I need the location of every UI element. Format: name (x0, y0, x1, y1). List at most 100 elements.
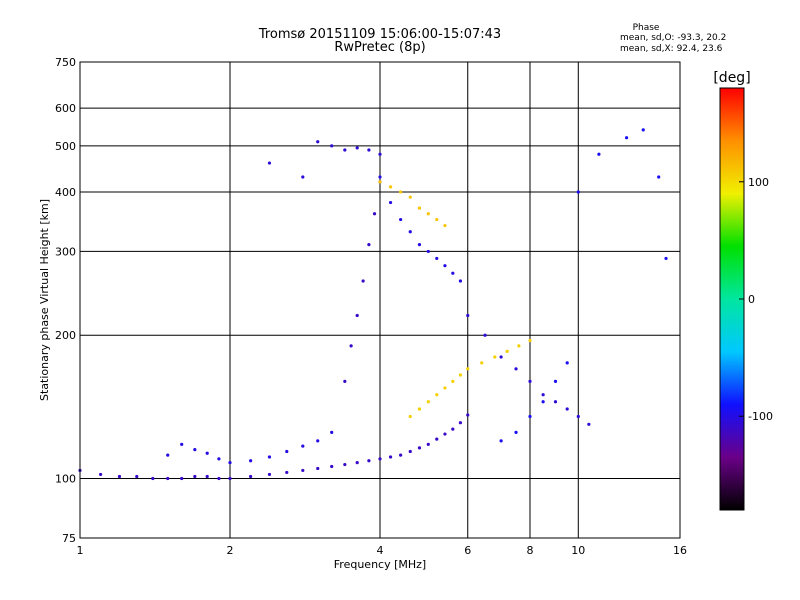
data-point (528, 338, 532, 343)
data-point (417, 206, 422, 210)
data-point (443, 432, 447, 436)
data-point (624, 136, 629, 140)
data-point (301, 444, 305, 448)
data-point (499, 439, 503, 443)
data-point (576, 190, 580, 194)
data-point (541, 393, 545, 397)
stats-heading: Phase (632, 23, 660, 33)
data-point (355, 313, 359, 318)
data-point (378, 457, 382, 461)
data-point (505, 349, 509, 353)
y-tick-label: 100 (55, 473, 76, 486)
data-point (458, 373, 463, 377)
data-point (316, 466, 320, 471)
data-point (458, 279, 463, 283)
data-point (249, 474, 253, 479)
y-tick-label: 75 (62, 532, 76, 545)
x-axis-ticks: 1 2 4 6 8 10 16 (77, 544, 688, 557)
data-point (267, 455, 272, 459)
data-point (426, 249, 430, 254)
data-point (480, 361, 484, 365)
chart-subtitle: RwPretec (8p) (334, 40, 426, 55)
data-point (285, 449, 289, 454)
data-point (664, 256, 668, 261)
data-point (330, 430, 334, 434)
data-point (367, 459, 371, 463)
data-point (443, 223, 447, 228)
y-tick-label: 400 (55, 186, 76, 199)
data-point (466, 367, 470, 371)
data-point (417, 243, 422, 247)
colorbar-label: [deg] (713, 70, 750, 86)
y-tick-label: 750 (55, 56, 76, 69)
colorbar-tick-label: 0 (748, 293, 755, 306)
data-point (361, 279, 365, 283)
data-point (378, 175, 382, 179)
data-point (565, 361, 569, 365)
data-point (388, 200, 393, 205)
data-point (267, 472, 272, 477)
data-point (355, 146, 359, 150)
data-point (367, 148, 371, 152)
data-point (426, 442, 430, 446)
data-point (408, 230, 412, 234)
data-point (565, 407, 569, 411)
x-tick-label: 8 (527, 544, 534, 557)
data-point (217, 476, 221, 481)
data-point (399, 190, 403, 194)
data-point (435, 393, 439, 397)
data-point (499, 355, 503, 359)
data-points (78, 128, 668, 481)
data-point (378, 152, 382, 156)
data-point (249, 459, 253, 463)
data-point (301, 468, 305, 473)
data-point (151, 476, 155, 481)
data-point (205, 474, 209, 479)
data-point (99, 472, 103, 477)
data-point (349, 344, 353, 348)
data-point (316, 140, 320, 144)
data-point (388, 455, 393, 459)
data-point (528, 414, 532, 419)
data-point (166, 453, 170, 457)
chart-title: Tromsø 20151109 15:06:00-15:07:43 (258, 27, 502, 42)
stats-x-mode: mean, sd,X: 92.4, 23.6 (620, 44, 723, 54)
grid-lines (79, 61, 681, 539)
data-point (316, 439, 320, 443)
data-point (493, 355, 497, 359)
data-point (301, 175, 305, 179)
data-point (228, 461, 232, 465)
data-point (166, 476, 170, 481)
data-point (435, 437, 439, 441)
data-point (514, 430, 518, 434)
data-point (408, 195, 412, 199)
data-point (399, 217, 403, 222)
x-tick-label: 10 (571, 544, 585, 557)
data-point (426, 212, 430, 216)
data-point (426, 400, 430, 404)
data-point (117, 474, 122, 479)
data-point (180, 442, 184, 446)
data-point (466, 313, 470, 318)
y-tick-label: 500 (55, 140, 76, 153)
data-point (388, 185, 393, 189)
data-point (443, 386, 447, 390)
data-point (553, 400, 558, 404)
data-point (408, 449, 412, 454)
data-point (451, 271, 455, 275)
data-point (205, 451, 209, 455)
x-tick-label: 2 (227, 544, 234, 557)
data-point (180, 476, 184, 481)
data-point (417, 407, 422, 411)
y-axis-ticks: 75 100 200 300 400 500 600 750 (55, 56, 76, 545)
data-point (435, 256, 439, 261)
data-point (657, 175, 661, 179)
data-point (217, 457, 221, 461)
data-point (378, 180, 382, 184)
data-point (193, 448, 197, 452)
y-tick-label: 300 (55, 245, 76, 258)
data-point (517, 344, 521, 348)
data-point (285, 470, 289, 475)
data-point (343, 379, 347, 383)
